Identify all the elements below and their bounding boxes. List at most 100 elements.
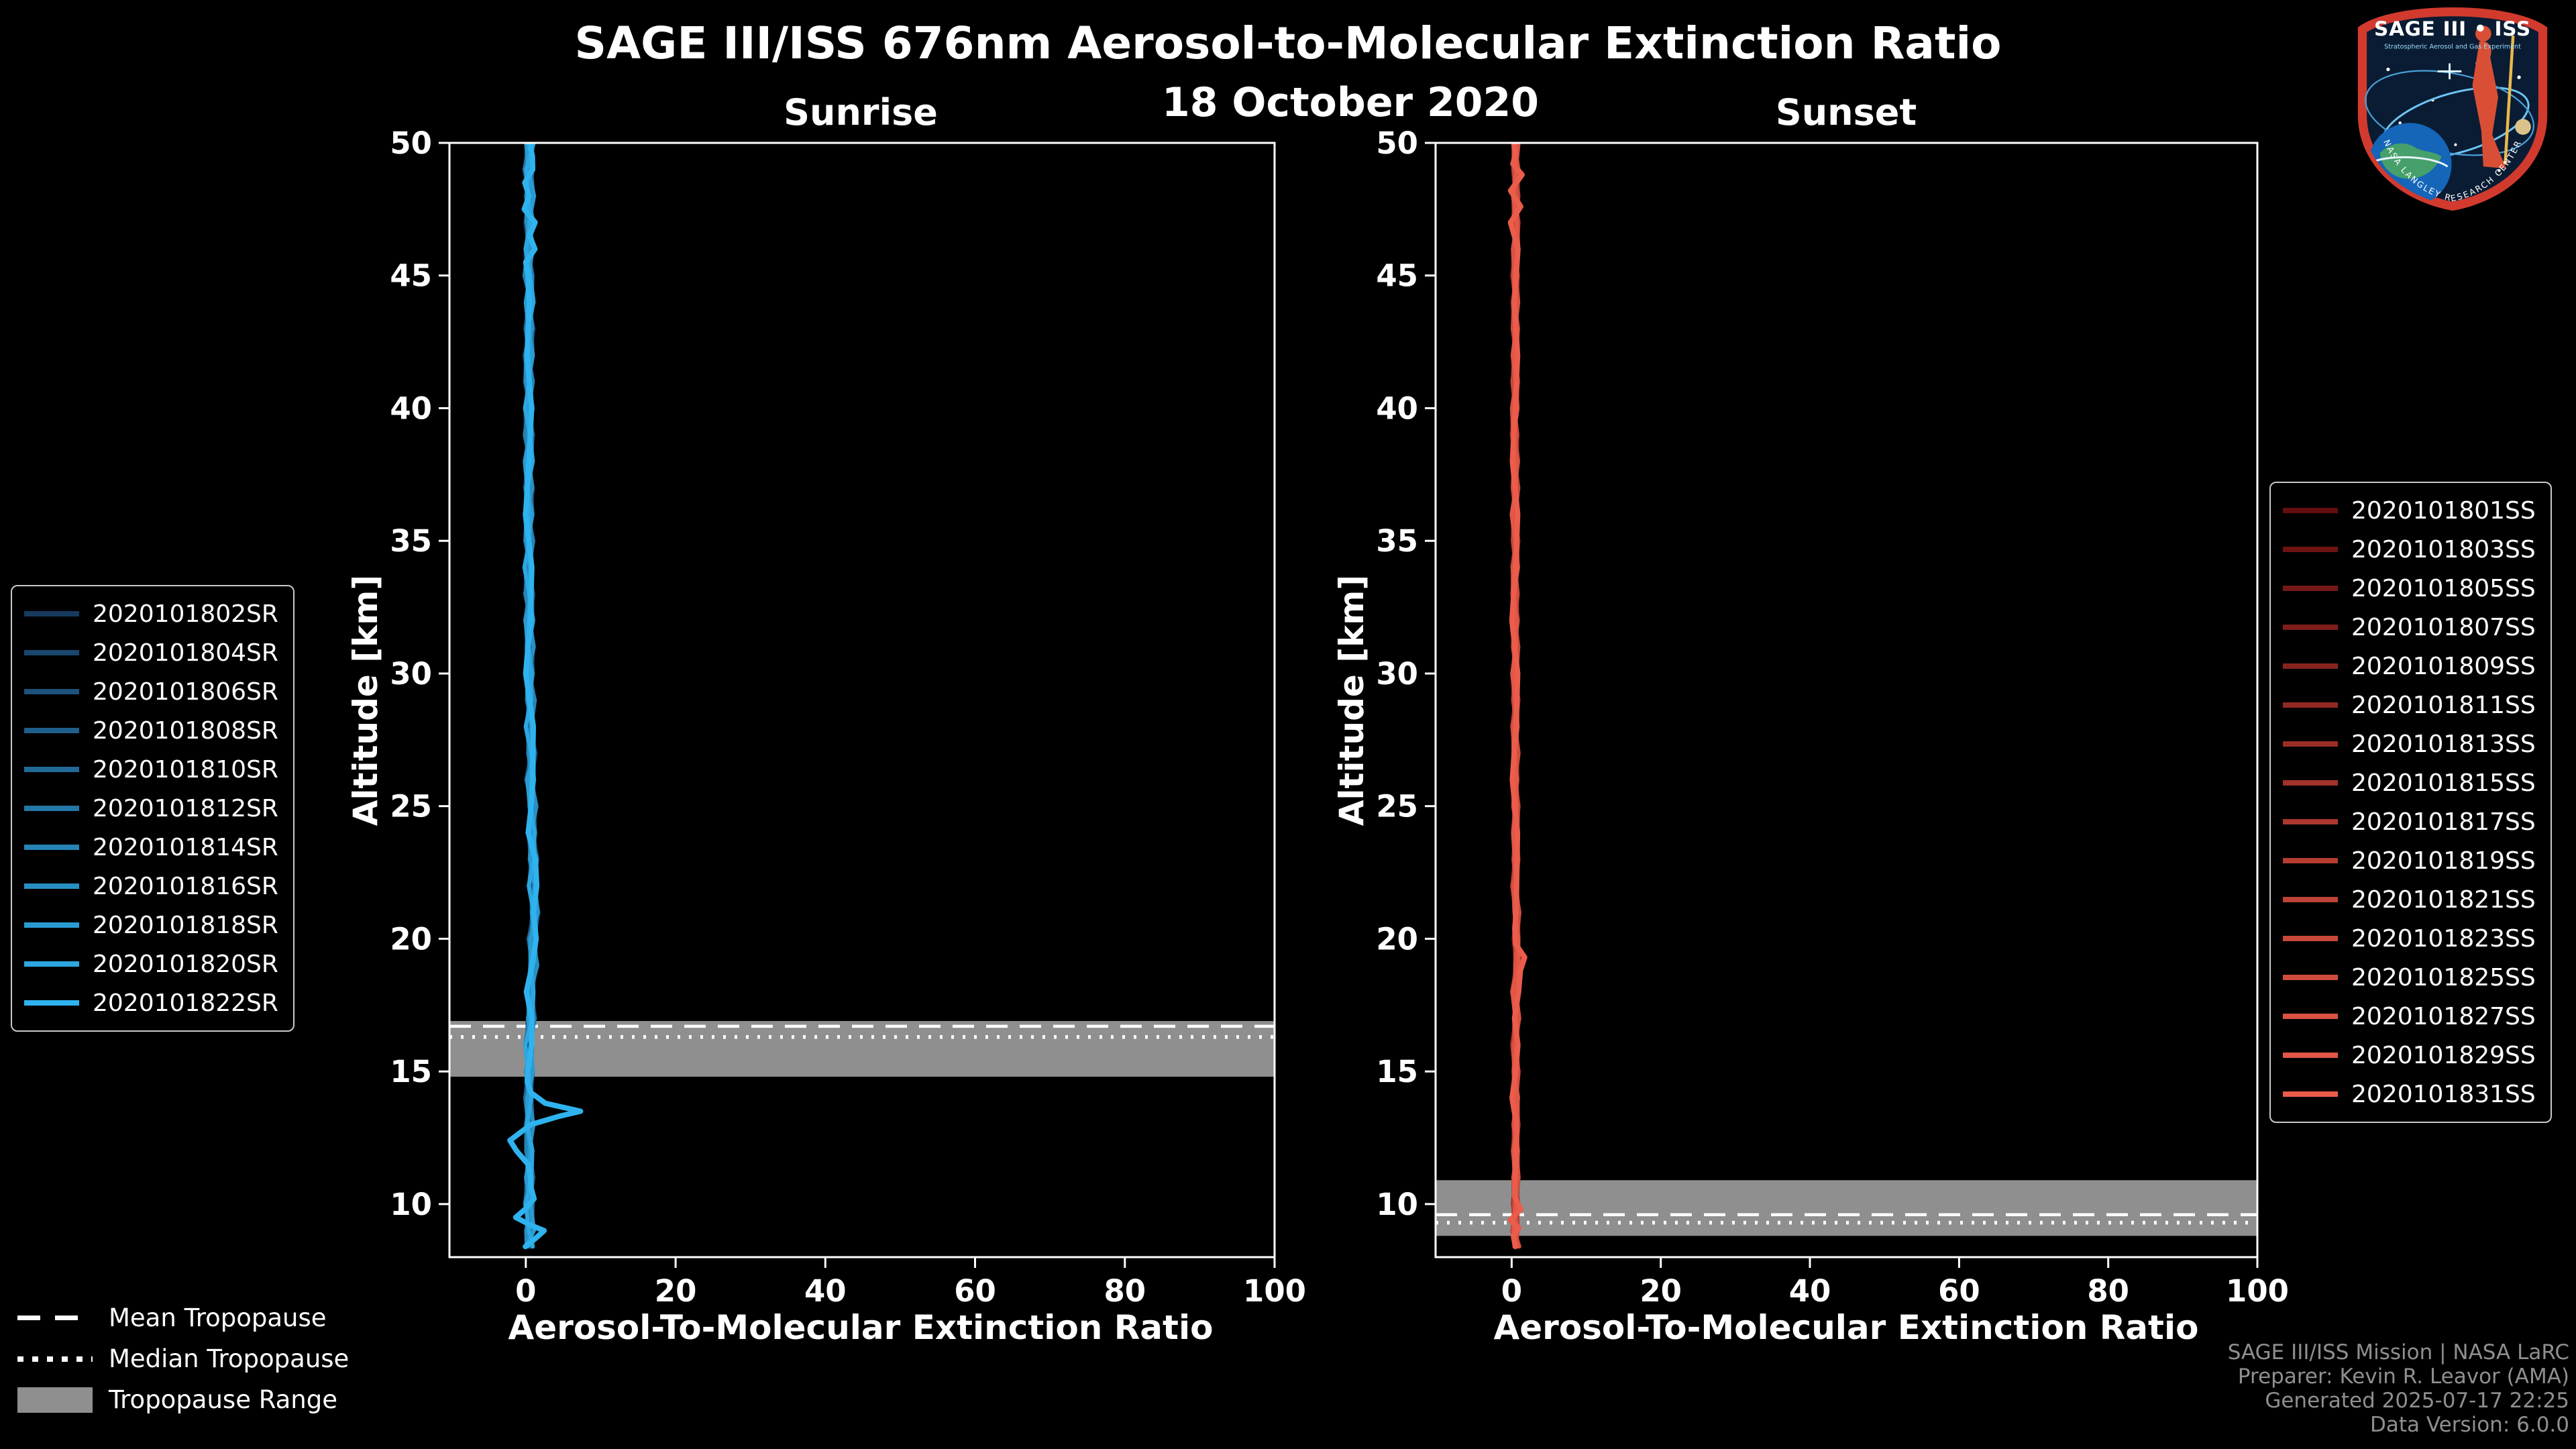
legend-line-swatch [2283, 1091, 2338, 1097]
axes-frame [1434, 142, 2259, 1258]
legend-item: 2020101819SS [2283, 841, 2536, 880]
legend-item: Tropopause Range [17, 1379, 349, 1420]
legend-item: 2020101806SR [24, 672, 278, 711]
logo-moon-icon [2515, 119, 2531, 135]
x-tick-label: 40 [1789, 1273, 1831, 1309]
x-tick-label: 40 [804, 1273, 847, 1309]
legend-line-swatch [2283, 663, 2338, 669]
legend-line-swatch [2283, 819, 2338, 824]
tropopause-range-patch-sample [17, 1387, 93, 1413]
legend-label: 2020101817SS [2351, 808, 2536, 836]
legend-line-swatch [2283, 1014, 2338, 1019]
legend-line-swatch [24, 650, 79, 655]
x-tick-label: 100 [2226, 1273, 2289, 1309]
tropopause-range-band [1436, 1180, 2257, 1236]
footer-line-preparer: Preparer: Kevin R. Leavor (AMA) [2237, 1364, 2569, 1389]
legend-item: Mean Tropopause [17, 1297, 349, 1338]
legend-label: 2020101816SR [93, 872, 278, 900]
legend-line-swatch [24, 883, 79, 889]
logo-title-text: SAGE III • ISS [2374, 17, 2531, 40]
tropopause-range-band [449, 1021, 1275, 1077]
legend-label: 2020101820SR [93, 950, 278, 978]
y-tick-label: 25 [390, 789, 432, 824]
legend-line-swatch [24, 806, 79, 811]
legend-line-swatch [2283, 780, 2338, 786]
logo-subtitle-text: Stratospheric Aerosol and Gas Experiment [2384, 43, 2521, 50]
y-tick-label: 10 [1376, 1187, 1418, 1222]
legend-item: 2020101812SR [24, 789, 278, 828]
legend-item: 2020101805SS [2283, 569, 2536, 608]
y-tick-label: 30 [1376, 656, 1418, 692]
sunset-x-axis-label: Aerosol-To-Molecular Extinction Ratio [1493, 1308, 2199, 1347]
sage-iii-iss-logo: SAGE III • ISS Stratospheric Aerosol and… [2357, 7, 2548, 211]
y-tick-label: 25 [1376, 789, 1418, 824]
legend-item: 2020101804SR [24, 633, 278, 672]
y-tick-label: 40 [1376, 391, 1418, 427]
legend-line-swatch [2283, 508, 2338, 513]
legend-label: 2020101821SS [2351, 885, 2536, 914]
footer-line-generated: Generated 2025-07-17 22:25 [2265, 1389, 2569, 1413]
legend-item: 2020101829SS [2283, 1036, 2536, 1075]
y-tick-label: 30 [390, 656, 432, 692]
legend-item: 2020101808SR [24, 711, 278, 750]
legend-item: 2020101827SS [2283, 997, 2536, 1036]
legend-label: 2020101812SR [93, 794, 278, 822]
legend-label: 2020101802SR [93, 600, 278, 628]
legend-item: 2020101823SS [2283, 919, 2536, 958]
legend-item: 2020101815SS [2283, 763, 2536, 802]
profile-line-2020101831SS [1507, 143, 1527, 1250]
legend-label: 2020101810SR [93, 755, 278, 784]
logo-iss-icon [2437, 63, 2462, 80]
legend-line-swatch [2283, 1053, 2338, 1058]
legend-item: 2020101809SS [2283, 647, 2536, 686]
legend-item: 2020101811SS [2283, 686, 2536, 724]
sunset-legend: 2020101801SS 2020101803SS 2020101805SS 2020… [2269, 482, 2552, 1123]
legend-line-swatch [24, 961, 79, 967]
legend-item: 2020101831SS [2283, 1075, 2536, 1114]
legend-line-swatch [2283, 936, 2338, 941]
legend-line-swatch [24, 689, 79, 694]
footer-line-data-version: Data Version: 6.0.0 [2369, 1413, 2569, 1437]
legend-line-swatch [2283, 858, 2338, 863]
legend-item: 2020101822SR [24, 983, 278, 1022]
sunrise-plot-area [449, 143, 1275, 1250]
legend-line-swatch [2283, 702, 2338, 708]
x-tick-label: 100 [1243, 1273, 1306, 1309]
x-tick-label: 80 [2087, 1273, 2129, 1309]
legend-label: Mean Tropopause [109, 1303, 327, 1332]
median-tropopause-line-sample [17, 1356, 93, 1362]
x-tick-label: 80 [1104, 1273, 1146, 1309]
legend-item: 2020101817SS [2283, 802, 2536, 841]
mean-tropopause-line-sample [17, 1316, 93, 1320]
legend-label: 2020101805SS [2351, 574, 2536, 602]
logo-figure-icon [2472, 25, 2515, 169]
tropopause-legend: Mean Tropopause Median Tropopause Tropop… [17, 1297, 349, 1420]
legend-item: 2020101816SR [24, 867, 278, 906]
y-tick-label: 35 [390, 523, 432, 559]
legend-line-swatch [24, 728, 79, 733]
legend-line-swatch [2283, 625, 2338, 630]
legend-line-swatch [2283, 741, 2338, 747]
legend-item: 2020101810SR [24, 750, 278, 789]
legend-label: 2020101807SS [2351, 613, 2536, 641]
axes-frame [448, 142, 1276, 1258]
x-tick-label: 60 [1938, 1273, 1980, 1309]
legend-label: 2020101829SS [2351, 1041, 2536, 1069]
y-tick-label: 15 [1376, 1054, 1418, 1089]
y-tick-label: 35 [1376, 523, 1418, 559]
legend-item: 2020101801SS [2283, 491, 2536, 530]
legend-label: Median Tropopause [109, 1344, 350, 1373]
legend-line-swatch [24, 845, 79, 850]
legend-label: 2020101806SR [93, 678, 278, 706]
legend-item: 2020101821SS [2283, 880, 2536, 919]
sunset-y-axis-label: Altitude [km] [1332, 574, 1371, 826]
sunset-panel-title: Sunset [1775, 91, 1917, 133]
legend-line-swatch [24, 767, 79, 772]
legend-label: 2020101831SS [2351, 1080, 2536, 1108]
legend-line-swatch [24, 611, 79, 616]
legend-item: 2020101807SS [2283, 608, 2536, 647]
credits: SAGE III/ISS Mission | NASA LaRC Prepare… [2228, 1340, 2569, 1437]
sunrise-y-axis-label: Altitude [km] [346, 574, 385, 826]
legend-item: 2020101818SR [24, 906, 278, 945]
